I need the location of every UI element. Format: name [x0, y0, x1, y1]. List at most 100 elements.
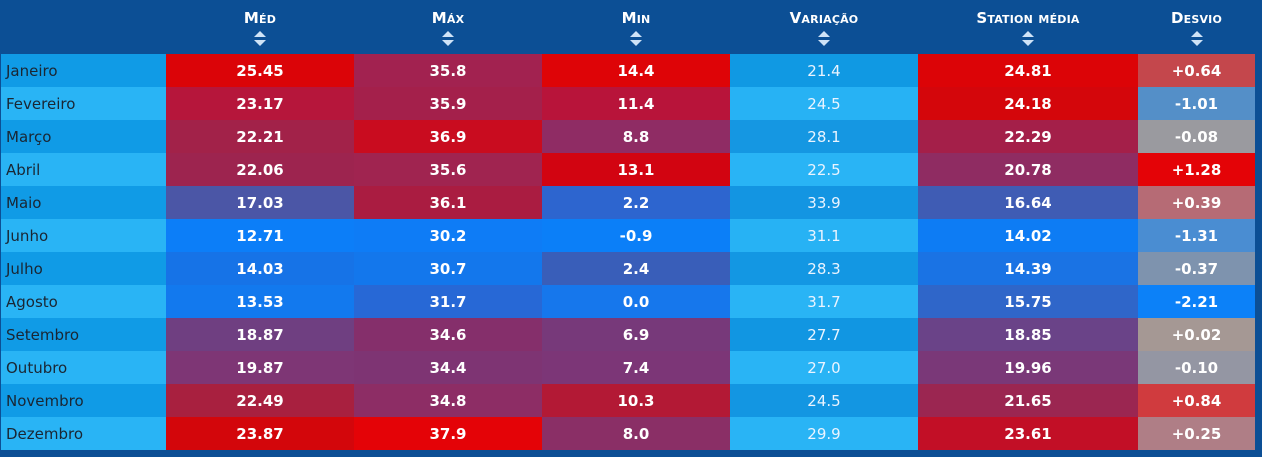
table-row: Agosto 13.53 31.7 0.0 31.7 15.75 -2.21 — [1, 285, 1255, 318]
desvio-cell: +1.28 — [1138, 153, 1255, 186]
desvio-cell: +0.64 — [1138, 54, 1255, 87]
variacao-cell: 21.4 — [730, 54, 918, 87]
table-row: Fevereiro 23.17 35.9 11.4 24.5 24.18 -1.01 — [1, 87, 1255, 120]
desvio-cell: -0.10 — [1138, 351, 1255, 384]
max-cell: 36.9 — [354, 120, 542, 153]
desvio-cell: +0.84 — [1138, 384, 1255, 417]
month-cell: Dezembro — [1, 417, 166, 450]
station-cell: 16.64 — [918, 186, 1138, 219]
station-cell: 18.85 — [918, 318, 1138, 351]
max-cell: 34.4 — [354, 351, 542, 384]
desvio-cell: +0.25 — [1138, 417, 1255, 450]
min-cell: 2.4 — [542, 252, 730, 285]
max-cell: 35.8 — [354, 54, 542, 87]
station-cell: 24.18 — [918, 87, 1138, 120]
table-row: Novembro 22.49 34.8 10.3 24.5 21.65 +0.84 — [1, 384, 1255, 417]
table-row: Abril 22.06 35.6 13.1 22.5 20.78 +1.28 — [1, 153, 1255, 186]
desvio-cell: +0.39 — [1138, 186, 1255, 219]
desvio-cell: +0.02 — [1138, 318, 1255, 351]
table-header: Méd Máx Min Variação Station média — [1, 0, 1255, 54]
desvio-cell: -0.08 — [1138, 120, 1255, 153]
header-month — [1, 0, 166, 54]
month-cell: Fevereiro — [1, 87, 166, 120]
max-cell: 37.9 — [354, 417, 542, 450]
header-med-label: Méd — [243, 9, 277, 27]
med-cell: 22.21 — [166, 120, 354, 153]
variacao-cell: 22.5 — [730, 153, 918, 186]
sort-icon[interactable] — [1022, 31, 1034, 47]
variacao-cell: 29.9 — [730, 417, 918, 450]
min-cell: 2.2 — [542, 186, 730, 219]
max-cell: 34.8 — [354, 384, 542, 417]
variacao-cell: 28.1 — [730, 120, 918, 153]
header-station-label: Station média — [976, 9, 1080, 27]
header-min-label: Min — [621, 9, 651, 27]
desvio-cell: -0.37 — [1138, 252, 1255, 285]
station-cell: 20.78 — [918, 153, 1138, 186]
station-cell: 21.65 — [918, 384, 1138, 417]
min-cell: 10.3 — [542, 384, 730, 417]
station-cell: 24.81 — [918, 54, 1138, 87]
med-cell: 23.87 — [166, 417, 354, 450]
med-cell: 22.06 — [166, 153, 354, 186]
table-row: Maio 17.03 36.1 2.2 33.9 16.64 +0.39 — [1, 186, 1255, 219]
med-cell: 14.03 — [166, 252, 354, 285]
variacao-cell: 31.1 — [730, 219, 918, 252]
table-row: Outubro 19.87 34.4 7.4 27.0 19.96 -0.10 — [1, 351, 1255, 384]
station-cell: 23.61 — [918, 417, 1138, 450]
min-cell: 11.4 — [542, 87, 730, 120]
variacao-cell: 33.9 — [730, 186, 918, 219]
max-cell: 31.7 — [354, 285, 542, 318]
table-row: Junho 12.71 30.2 -0.9 31.1 14.02 -1.31 — [1, 219, 1255, 252]
med-cell: 18.87 — [166, 318, 354, 351]
desvio-cell: -1.31 — [1138, 219, 1255, 252]
table-body: Janeiro 25.45 35.8 14.4 21.4 24.81 +0.64 Fevere… — [1, 54, 1255, 450]
header-med[interactable]: Méd — [166, 0, 354, 54]
station-cell: 19.96 — [918, 351, 1138, 384]
variacao-cell: 27.0 — [730, 351, 918, 384]
med-cell: 12.71 — [166, 219, 354, 252]
header-max-label: Máx — [431, 9, 465, 27]
header-max[interactable]: Máx — [354, 0, 542, 54]
table-row: Dezembro 23.87 37.9 8.0 29.9 23.61 +0.25 — [1, 417, 1255, 450]
desvio-cell: -1.01 — [1138, 87, 1255, 120]
header-station[interactable]: Station média — [918, 0, 1138, 54]
max-cell: 30.7 — [354, 252, 542, 285]
min-cell: 8.0 — [542, 417, 730, 450]
header-desvio[interactable]: Desvio — [1138, 0, 1255, 54]
min-cell: -0.9 — [542, 219, 730, 252]
sort-icon[interactable] — [630, 31, 642, 47]
max-cell: 35.9 — [354, 87, 542, 120]
month-cell: Junho — [1, 219, 166, 252]
table-row: Julho 14.03 30.7 2.4 28.3 14.39 -0.37 — [1, 252, 1255, 285]
header-variacao[interactable]: Variação — [730, 0, 918, 54]
station-cell: 22.29 — [918, 120, 1138, 153]
month-cell: Setembro — [1, 318, 166, 351]
med-cell: 25.45 — [166, 54, 354, 87]
sort-icon[interactable] — [442, 31, 454, 47]
min-cell: 14.4 — [542, 54, 730, 87]
sort-icon[interactable] — [254, 31, 266, 47]
sort-icon[interactable] — [1190, 31, 1203, 47]
month-cell: Agosto — [1, 285, 166, 318]
min-cell: 6.9 — [542, 318, 730, 351]
max-cell: 34.6 — [354, 318, 542, 351]
station-cell: 14.02 — [918, 219, 1138, 252]
month-cell: Abril — [1, 153, 166, 186]
variacao-cell: 28.3 — [730, 252, 918, 285]
header-min[interactable]: Min — [542, 0, 730, 54]
header-desvio-label: Desvio — [1170, 9, 1223, 27]
variacao-cell: 24.5 — [730, 384, 918, 417]
month-cell: Maio — [1, 186, 166, 219]
med-cell: 23.17 — [166, 87, 354, 120]
climate-table: Méd Máx Min Variação Station média — [1, 0, 1255, 450]
month-cell: Julho — [1, 252, 166, 285]
min-cell: 13.1 — [542, 153, 730, 186]
min-cell: 8.8 — [542, 120, 730, 153]
sort-icon[interactable] — [818, 31, 830, 47]
station-cell: 15.75 — [918, 285, 1138, 318]
table-row: Março 22.21 36.9 8.8 28.1 22.29 -0.08 — [1, 120, 1255, 153]
month-cell: Outubro — [1, 351, 166, 384]
variacao-cell: 27.7 — [730, 318, 918, 351]
